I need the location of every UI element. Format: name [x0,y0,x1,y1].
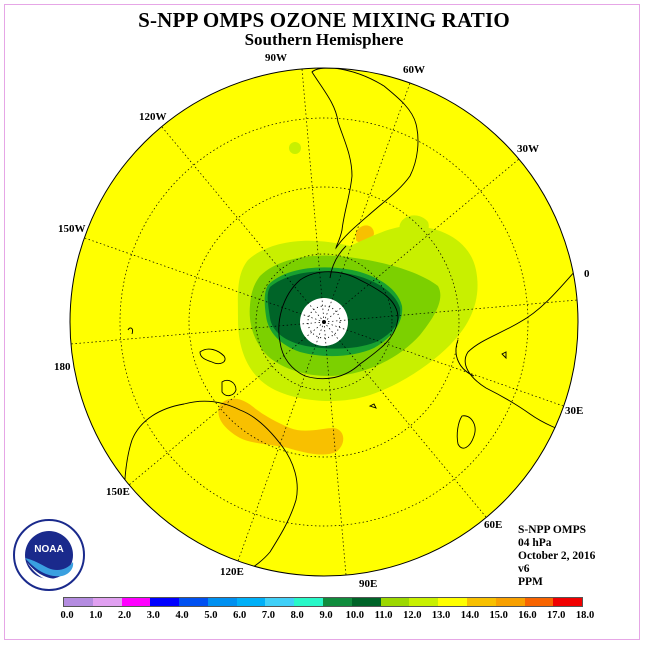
lon-label-0: 0 [584,268,590,280]
info-units: PPM [518,576,543,588]
noaa-logo: NOAA [13,519,85,591]
legend-tick-label: 9.0 [319,610,333,621]
lon-label-120w: 120W [139,111,167,123]
map-title: S-NPP OMPS OZONE MIXING RATIO [138,8,510,32]
ozone-patch-small [289,142,301,154]
legend-tick-label: 8.0 [290,610,304,621]
polar-dots [307,305,341,339]
legend-tick-label: 14.0 [460,610,480,621]
legend-swatch [265,598,295,606]
legend-tick-label: 16.0 [518,610,537,621]
legend-bar [63,597,583,607]
legend-ticks: 0.0 1.0 2.0 3.0 4.0 5.0 6.0 7.0 8.0 9.0 10.0 11.0 12… [60,607,603,623]
meridians [70,68,578,576]
info-block: S-NPP OMPS 04 hPa October 2, 2016 v6 PPM [518,524,595,589]
legend-swatch [236,598,266,606]
lon-label-150w: 150W [58,223,86,235]
legend-swatch [294,598,324,606]
legend-swatch [438,598,467,606]
legend-tick-label: 13.0 [431,610,451,621]
legend-swatch [323,598,352,606]
legend-swatch [121,598,151,606]
legend-swatch [553,598,583,606]
legend-tick-label: 1.0 [89,610,103,621]
legend-swatch [150,598,180,606]
lon-label-30e: 30E [565,405,583,417]
legend-swatch [524,598,554,606]
lon-label-150e: 150E [106,486,130,498]
legend-swatch [380,598,410,606]
lon-label-60e: 60E [484,519,502,531]
map-border [69,67,579,577]
legend-tick-label: 2.0 [117,610,132,621]
legend-tick-label: 17.0 [547,610,566,621]
legend-tick-label: 5.0 [204,610,218,621]
legend-tick-label: 7.0 [261,610,275,621]
color-legend: 0.0 1.0 2.0 3.0 4.0 5.0 6.0 7.0 8.0 9.0 10.0 11.0 12… [60,597,603,623]
lon-label-90e: 90E [359,578,377,590]
legend-tick-label: 6.0 [233,610,247,621]
figure-frame [4,4,640,640]
legend-tick-label: 4.0 [175,610,189,621]
legend-tick-label: 11.0 [374,610,393,621]
latitude-circles [119,117,529,527]
ozone-patch-lightgreen [399,215,429,241]
legend-swatch [207,598,237,606]
legend-tick-label: 15.0 [489,610,508,621]
legend-swatch [466,598,496,606]
legend-swatch [179,598,208,606]
legend-swatch [92,598,122,606]
info-instrument: S-NPP OMPS [518,524,587,536]
info-date: October 2, 2016 [518,550,596,562]
lon-label-90w: 90W [265,52,287,64]
legend-swatch [64,598,93,606]
legend-swatch [351,598,381,606]
info-version: v6 [518,563,530,575]
lon-label-180: 180 [54,361,71,373]
legend-swatch [409,598,439,606]
lon-label-60w: 60W [403,64,425,76]
legend-swatch [495,598,525,606]
info-level: 04 hPa [518,537,552,549]
legend-tick-label: 18.0 [575,610,595,621]
noaa-logo-text: NOAA [34,544,63,555]
coastlines [123,68,577,576]
legend-tick-label: 10.0 [345,610,364,621]
map-subtitle: Southern Hemisphere [244,30,404,49]
ozone-patch-orange-1 [218,398,344,455]
legend-tick-label: 3.0 [146,610,160,621]
lon-label-120e: 120E [220,566,244,578]
legend-tick-label: 12.0 [403,610,422,621]
lon-label-30w: 30W [517,143,539,155]
longitude-labels: 0 30E 60E 90E 120E 150E 180 150W 120W 90… [54,52,590,590]
legend-tick-label: 0.0 [60,610,74,621]
